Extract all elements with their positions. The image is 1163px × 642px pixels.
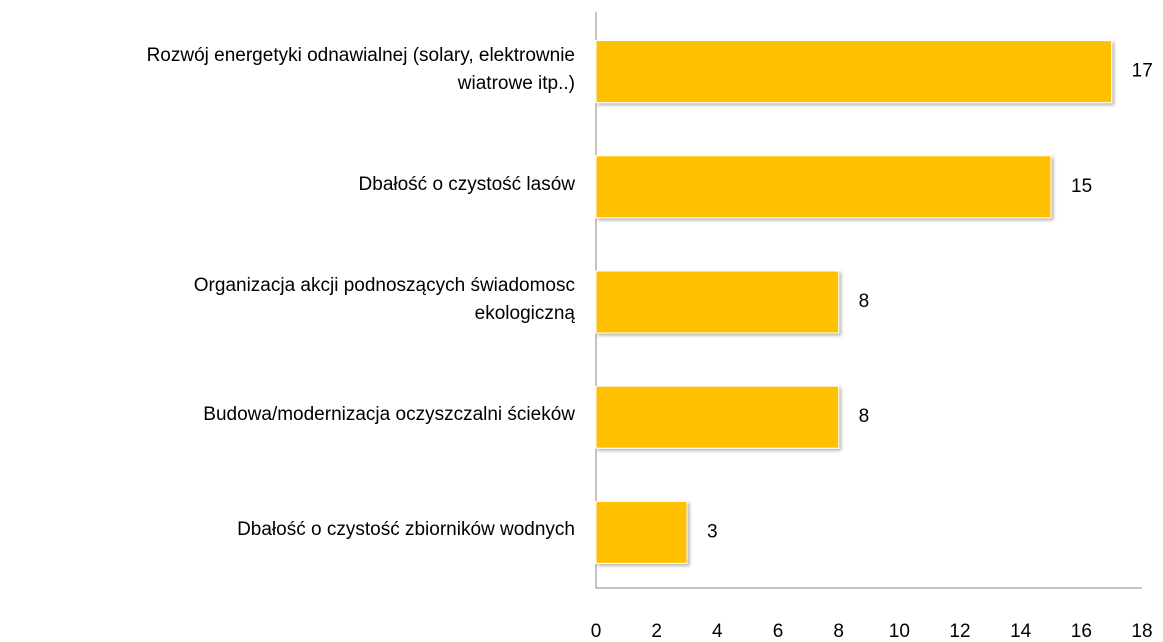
data-label: 15 [1071,176,1092,197]
x-tick-label: 6 [773,621,784,642]
x-tick-label: 4 [712,621,723,642]
bar [595,40,1113,104]
x-tick-label: 10 [889,621,910,642]
x-tick-label: 16 [1071,621,1092,642]
category-label: Organizacja akcji podnoszących świadomos… [193,275,575,324]
x-tick-label: 14 [1010,621,1032,642]
data-label: 3 [707,521,718,542]
x-tick-label: 0 [591,621,602,642]
category-label: Dbałość o czystość lasów [358,173,575,195]
x-tick-label: 2 [651,621,662,642]
category-label: Dbałość o czystość zbiorników wodnych [237,519,575,541]
data-label: 8 [859,291,870,312]
category-label: Budowa/modernizacja oczyszczalni ścieków [203,404,575,426]
x-tick-label: 8 [833,621,844,642]
bar [595,155,1052,219]
x-tick-label: 12 [949,621,970,642]
data-label: 17 [1132,61,1153,82]
category-label: Rozwój energetyki odnawialnej (solary, e… [146,44,575,94]
data-label: 8 [859,406,870,427]
bar [595,270,840,334]
bar [595,500,688,564]
x-tick-label: 18 [1131,621,1152,642]
bar [595,385,840,449]
